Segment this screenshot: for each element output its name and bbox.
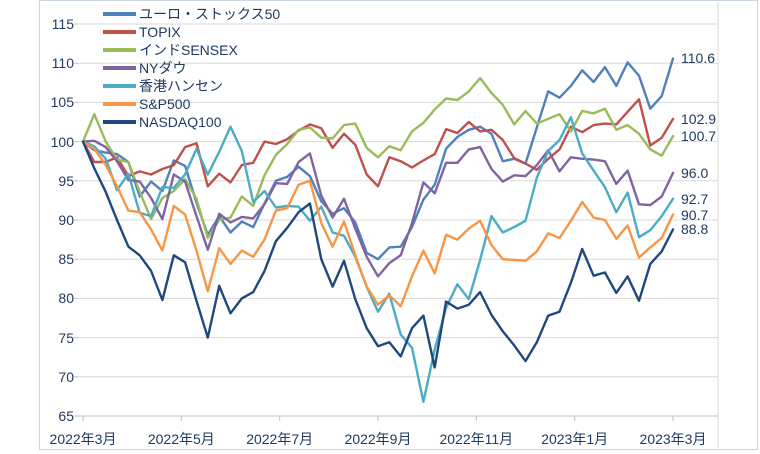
legend-item-label: TOPIX (139, 24, 181, 40)
legend-marker-line (103, 102, 136, 106)
legend-marker-line (103, 48, 136, 52)
y-axis-tick-label: 65 (58, 408, 74, 424)
legend-marker-line (103, 12, 136, 16)
legend-item-label: ユーロ・ストックス50 (139, 6, 281, 22)
series-end-label: 92.7 (681, 190, 709, 207)
series-end-label: 102.9 (681, 110, 717, 127)
series-end-label: 90.7 (681, 206, 709, 223)
series-end-label: 110.6 (681, 50, 715, 67)
y-axis-tick-label: 105 (50, 94, 74, 111)
series-end-label: 100.7 (681, 128, 717, 145)
y-axis-tick-label: 110 (51, 55, 74, 72)
x-axis-tick-label: 2022年9月 (344, 431, 412, 447)
legend-item-label: NYダウ (139, 60, 187, 76)
x-axis-tick-label: 2022年5月 (147, 431, 215, 447)
y-axis-tick-label: 90 (58, 212, 74, 228)
y-axis-tick-label: 85 (58, 251, 74, 268)
legend-marker-line (103, 84, 136, 88)
legend-marker-line (103, 30, 136, 34)
x-axis-tick-label: 2022年7月 (246, 431, 314, 447)
y-axis-tick-label: 75 (58, 329, 74, 346)
series-line (81, 140, 675, 369)
x-axis-tick-label: 2022年3月 (49, 431, 117, 447)
series-end-label: 88.8 (681, 221, 709, 238)
legend-item-label: インドSENSEX (139, 42, 238, 58)
legend-item-label: 香港ハンセン (139, 78, 223, 94)
legend-item-label: NASDAQ100 (139, 114, 222, 130)
legend-marker-line (103, 120, 136, 124)
y-axis-tick-label: 95 (58, 172, 74, 189)
x-axis-tick-label: 2022年11月 (439, 431, 514, 447)
series-line (81, 76, 675, 240)
y-axis-tick-label: 100 (50, 133, 74, 150)
legend-marker-line (103, 66, 136, 70)
legend-item-label: S&P500 (139, 96, 191, 112)
series-line (81, 116, 675, 404)
y-axis-tick-label: 80 (58, 290, 74, 307)
y-axis-tick-label: 115 (51, 16, 74, 32)
series-line (81, 57, 675, 261)
x-axis-tick-label: 2023年3月 (639, 431, 707, 447)
y-axis-tick-label: 70 (58, 368, 74, 385)
series-line (81, 140, 675, 308)
x-axis-tick-label: 2023年1月 (541, 431, 609, 447)
series-end-label: 96.0 (681, 164, 709, 181)
